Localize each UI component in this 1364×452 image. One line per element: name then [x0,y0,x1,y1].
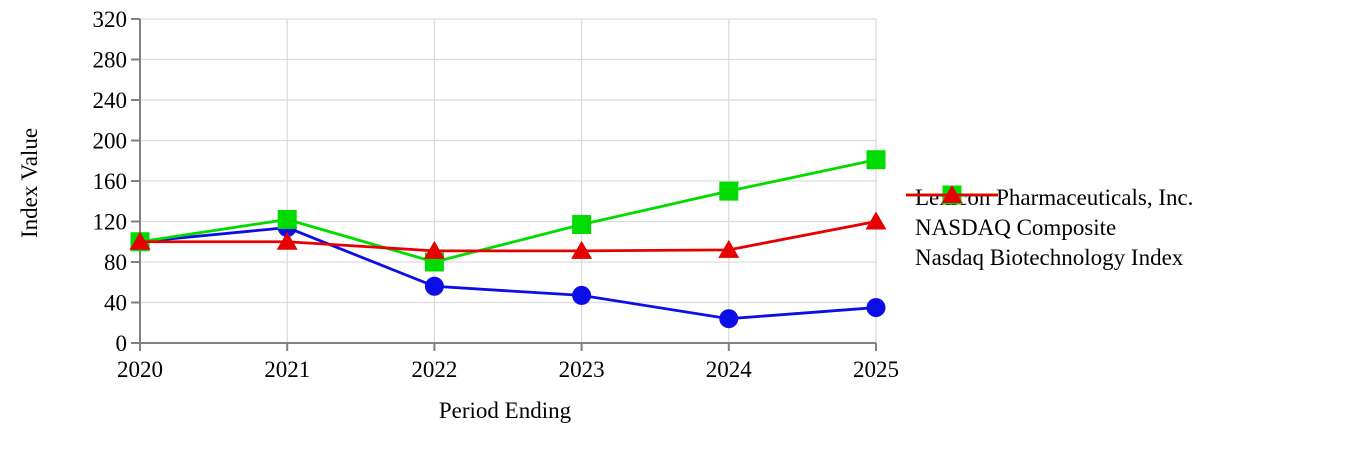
legend-label: Nasdaq Biotechnology Index [915,245,1184,270]
data-point-marker-2 [276,231,298,250]
data-point-marker-2 [423,240,445,259]
data-point-marker-2 [129,231,151,250]
data-point-marker-0 [572,285,592,305]
data-point-marker-2 [865,211,887,230]
data-point-marker-1 [719,181,739,201]
chart-legend: Lexicon Pharmaceuticals, Inc. NASDAQ Comp… [906,183,1193,273]
y-tick-label: 120 [93,210,128,235]
legend-item-2: Nasdaq Biotechnology Index [906,185,1193,273]
y-tick-label: 200 [93,129,128,154]
data-point-marker-1 [572,215,592,235]
data-point-marker-2 [718,239,740,258]
series-line-1 [139,158,877,264]
series-line-2 [140,220,877,253]
legend-marker-triangle-icon [906,185,998,203]
data-point-marker-1 [277,209,297,229]
x-tick-label: 2022 [411,357,457,382]
y-tick-label: 160 [93,169,128,194]
y-tick-label: 320 [93,7,128,32]
x-tick-label: 2025 [853,357,899,382]
data-point-marker-2 [571,240,593,259]
data-point-marker-0 [424,276,444,296]
data-point-marker-0 [866,298,886,318]
x-tick-label: 2024 [706,357,753,382]
legend-label: NASDAQ Composite [915,215,1117,240]
data-point-marker-0 [719,309,739,329]
data-point-marker-1 [866,150,886,170]
x-tick-label: 2020 [117,357,163,382]
y-tick-label: 40 [104,291,127,316]
x-tick-label: 2023 [559,357,605,382]
y-tick-label: 80 [104,250,127,275]
y-tick-label: 240 [93,88,128,113]
x-tick-label: 2021 [264,357,310,382]
y-tick-label: 280 [93,48,128,73]
legend-item-1: NASDAQ Composite [906,185,1193,243]
series-line-0 [139,226,877,321]
y-axis-title: Index Value [17,127,42,239]
y-tick-label: 0 [116,331,128,356]
x-axis-title: Period Ending [438,398,572,423]
